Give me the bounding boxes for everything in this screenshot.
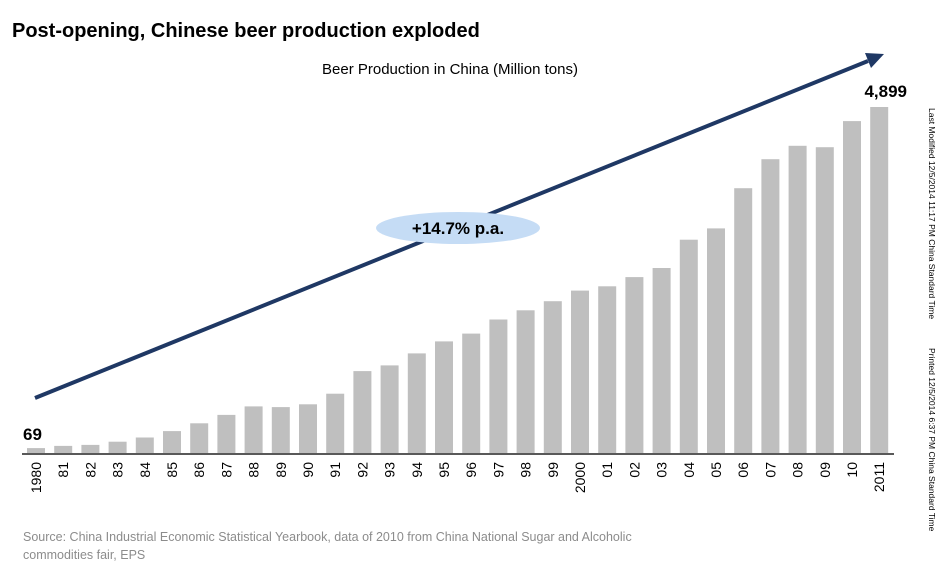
- bar-06: [734, 188, 753, 453]
- x-tick-label: 06: [735, 462, 751, 478]
- x-tick-label: 1980: [28, 462, 44, 493]
- bar-02: [625, 277, 644, 453]
- bar-10: [843, 121, 861, 453]
- x-tick-label: 91: [327, 462, 343, 478]
- bar-94: [407, 353, 426, 453]
- bar-07: [761, 159, 780, 453]
- x-tick-label: 01: [599, 462, 615, 478]
- bar-96: [462, 333, 481, 453]
- bar-90: [299, 404, 317, 453]
- bar-99: [543, 301, 562, 453]
- x-tick-label: 09: [817, 462, 833, 478]
- data-label-first: 69: [23, 425, 42, 444]
- bar-92: [353, 371, 372, 453]
- bar-84: [135, 437, 154, 453]
- chart-title: Post-opening, Chinese beer production ex…: [12, 20, 480, 42]
- x-tick-label: 85: [164, 462, 180, 478]
- bar-01: [598, 286, 617, 453]
- x-tick-label: 88: [246, 462, 262, 478]
- x-tick-label: 2011: [871, 462, 887, 492]
- x-tick-label: 90: [300, 462, 316, 478]
- x-tick-label: 92: [354, 462, 370, 478]
- x-tick-label: 07: [762, 462, 778, 478]
- chart-subtitle: Beer Production in China (Million tons): [322, 61, 578, 78]
- bar-97: [489, 319, 508, 453]
- bar-2011: [870, 107, 889, 453]
- x-tick-label: 81: [55, 462, 71, 478]
- x-tick-label: 10: [844, 462, 860, 478]
- bar-95: [435, 341, 453, 453]
- bar-82: [81, 444, 100, 453]
- x-tick-label: 08: [790, 462, 806, 478]
- bar-series: [27, 107, 889, 454]
- bar-87: [217, 414, 236, 453]
- x-tick-label: 98: [518, 462, 534, 478]
- bar-1980: [27, 448, 45, 453]
- x-tick-label: 83: [110, 462, 126, 478]
- x-tick-labels: 1980 81 82 83 84 85 86 87 88 89 90 91 92 93 94 95 96 97 98…: [28, 462, 887, 493]
- bar-98: [516, 310, 535, 453]
- x-tick-label: 87: [218, 462, 234, 478]
- bar-04: [679, 239, 698, 453]
- bar-85: [163, 431, 181, 453]
- x-tick-label: 03: [654, 462, 670, 478]
- bar-03: [652, 268, 671, 453]
- x-tick-label: 2000: [572, 462, 588, 493]
- x-tick-label: 86: [191, 462, 207, 478]
- x-tick-label: 99: [545, 462, 561, 478]
- bar-93: [380, 365, 399, 453]
- growth-rate-label: +14.7% p.a.: [412, 219, 504, 238]
- x-tick-label: 94: [409, 462, 425, 478]
- bar-83: [108, 441, 127, 453]
- bar-2000: [571, 290, 589, 453]
- bar-81: [54, 445, 73, 453]
- bar-09: [815, 147, 834, 453]
- bar-08: [788, 145, 807, 454]
- x-tick-label: 96: [463, 462, 479, 478]
- last-modified-note: Last Modified 12/5/2014 11:17 PM China S…: [927, 108, 937, 320]
- x-tick-label: 95: [436, 462, 452, 478]
- x-tick-label: 05: [708, 462, 724, 478]
- bar-89: [271, 407, 290, 453]
- x-tick-label: 93: [382, 462, 398, 478]
- bar-86: [190, 423, 209, 453]
- growth-rate-badge: [376, 212, 540, 244]
- data-label-last: 4,899: [864, 82, 907, 101]
- printed-note: Printed 12/5/2014 6:37 PM China Standard…: [927, 348, 937, 532]
- bar-88: [244, 406, 263, 453]
- x-tick-label: 02: [626, 462, 642, 478]
- x-tick-label: 97: [490, 462, 506, 478]
- bar-05: [707, 228, 725, 453]
- x-tick-label: 84: [137, 462, 153, 478]
- x-tick-label: 04: [681, 462, 697, 478]
- source-note: Source: China Industrial Economic Statis…: [23, 530, 632, 562]
- x-tick-label: 82: [82, 462, 98, 478]
- x-tick-label: 89: [273, 462, 289, 478]
- bar-91: [326, 393, 345, 453]
